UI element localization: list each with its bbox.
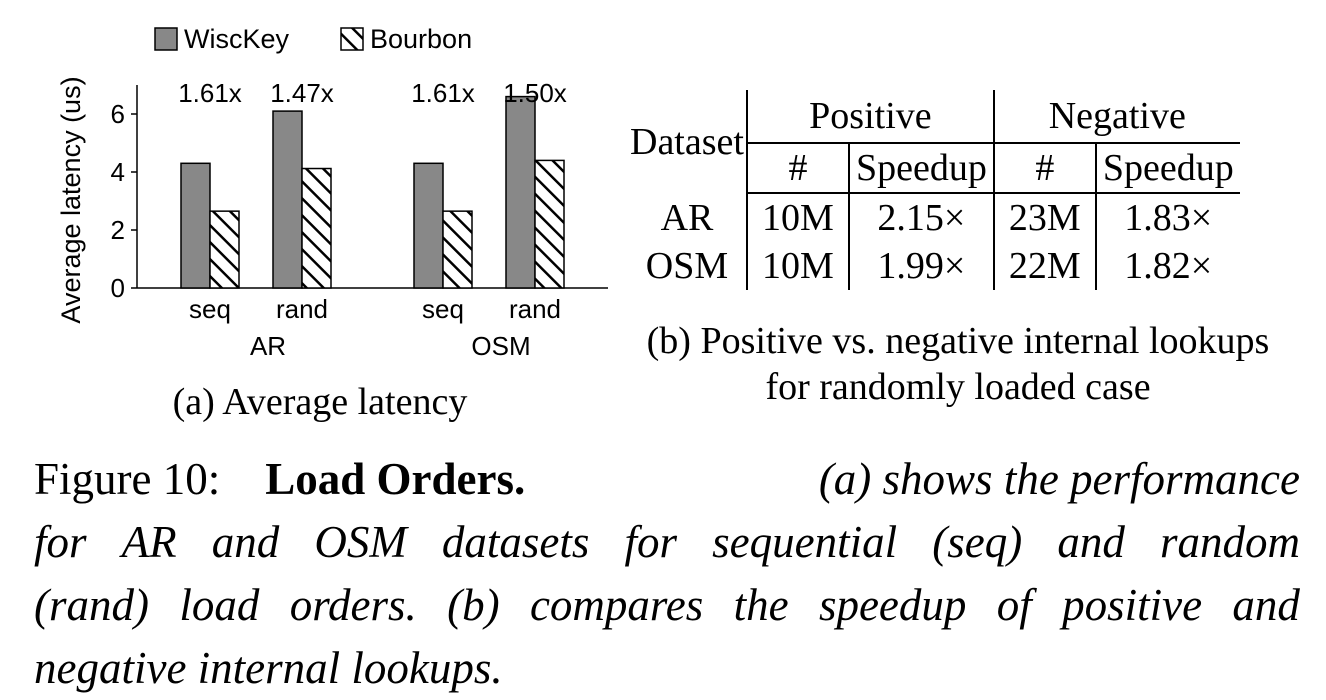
bar-bourbon <box>442 210 473 289</box>
bar-bourbon <box>209 210 240 289</box>
y-tick-label: 0 <box>111 273 125 303</box>
table-cell-pos-count: 10M <box>746 242 850 290</box>
subfigure-b-caption-line1: (b) Positive vs. negative internal looku… <box>646 320 1270 362</box>
chart-legend: WiscKey Bourbon <box>154 24 472 54</box>
y-tick-label: 4 <box>111 157 125 187</box>
table-subheader-neg-speedup: Speedup <box>1095 143 1240 194</box>
figure-caption-line1-rest: (a) shows the performance <box>818 454 1300 504</box>
caption-word: OSM <box>314 517 407 567</box>
bar-wisckey <box>272 110 303 289</box>
subfigure-a-caption: (a) Average latency <box>172 381 468 423</box>
legend-swatch-bourbon <box>340 27 364 51</box>
speedup-annotation: 1.61x <box>178 78 242 108</box>
caption-word: load <box>179 580 260 630</box>
table-cell-neg-speedup: 1.82× <box>1124 245 1213 287</box>
caption-word: positive <box>1062 580 1203 630</box>
table-cell-dataset: OSM <box>628 242 748 290</box>
table-cell-dataset: AR <box>628 193 748 242</box>
x-group-label: OSM <box>471 331 530 361</box>
table-subheader-pos-count: # <box>746 143 850 194</box>
table-header-row: Dataset Positive Negative <box>628 90 1240 193</box>
speedup-annotation: 1.47x <box>270 78 334 108</box>
speedup-annotation: 1.61x <box>411 78 475 108</box>
caption-word: AR <box>121 517 177 567</box>
figure-caption: Figure 10: Load Orders. (a) shows the pe… <box>34 448 1300 700</box>
x-group-label: AR <box>250 331 286 361</box>
figure-caption-line1: Figure 10: Load Orders. (a) shows the pe… <box>34 448 1300 511</box>
caption-word: datasets <box>441 517 590 567</box>
x-tick-label: seq <box>422 294 464 324</box>
caption-word: (rand) <box>34 580 149 630</box>
table-header-positive: Positive <box>746 90 995 144</box>
x-tick-label: seq <box>189 294 231 324</box>
caption-word: for <box>34 517 87 567</box>
caption-word: and <box>211 517 280 567</box>
y-tick-label: 2 <box>111 215 125 245</box>
chart-labels: 0 2 4 6 seq rand seq rand AR OSM 1.61x 1.47x 1.61x 1.… <box>111 78 567 361</box>
caption-word: compares <box>529 580 704 630</box>
table-header-dataset: Dataset <box>628 90 748 193</box>
caption-word: the <box>733 580 789 630</box>
table-cell-neg-count: 23M <box>993 193 1097 242</box>
figure-caption-line4: negative internal lookups. <box>34 643 503 693</box>
table-cell-pos-count: 10M <box>746 193 850 242</box>
bar-wisckey <box>180 162 211 289</box>
latency-bar-chart: WiscKey Bourbon 0 2 4 6 seq rand seq rand AR OSM 1… <box>56 24 608 361</box>
table-cell-neg-speedup: 1.83× <box>1124 197 1213 239</box>
subfigure-b-caption-line2: for randomly loaded case <box>765 366 1151 408</box>
table-subheader-row: # Speedup # Speedup <box>628 143 1240 194</box>
legend-label-wisckey: WiscKey <box>184 24 290 54</box>
bar-bourbon <box>534 159 565 289</box>
table-cell-pos-speedup: 2.15× <box>848 193 995 242</box>
speedup-annotation: 1.50x <box>503 78 567 108</box>
figure-caption-head: Figure 10: Load Orders. <box>34 448 525 511</box>
table-cell-pos-speedup: 1.99× <box>848 242 995 290</box>
legend-swatch-wisckey <box>154 27 178 51</box>
speedup-table: Dataset Positive Negative # Speedup # Sp… <box>628 90 1240 290</box>
table-row: OSM 10M 1.99× 22M 1.82× <box>628 242 1240 290</box>
caption-word: sequential <box>712 517 898 567</box>
y-tick-label: 6 <box>111 99 125 129</box>
bar-wisckey <box>505 95 536 289</box>
chart-bars <box>180 95 565 289</box>
x-tick-label: rand <box>276 294 328 324</box>
caption-word: and <box>1232 580 1300 630</box>
table-row: AR 10M 2.15× 23M 1.83× <box>628 193 1240 242</box>
table-subheader-pos-speedup: Speedup <box>848 143 995 194</box>
figure-caption-title: Load Orders. <box>265 454 526 504</box>
caption-word: for <box>624 517 678 567</box>
figure-caption-label: Figure 10: <box>34 454 221 504</box>
caption-word: (b) <box>447 580 500 630</box>
figure-caption-line2: for AR and OSM datasets for sequential (seq) and… <box>34 511 1300 574</box>
bar-wisckey <box>413 162 444 289</box>
legend-label-bourbon: Bourbon <box>370 24 472 54</box>
caption-word: (seq) <box>932 517 1023 567</box>
y-axis-label: Average latency (us) <box>56 76 86 323</box>
caption-word: and <box>1057 517 1125 567</box>
x-tick-label: rand <box>509 294 561 324</box>
caption-word: of <box>996 580 1032 630</box>
subfigure-b-caption: (b) Positive vs. negative internal looku… <box>608 318 1308 410</box>
table-header-negative: Negative <box>993 90 1240 144</box>
caption-word: speedup <box>818 580 967 630</box>
table-cell-neg-count: 22M <box>993 242 1097 290</box>
caption-word: orders. <box>289 580 417 630</box>
bar-bourbon <box>301 167 332 289</box>
table-subheader-neg-count: # <box>993 143 1097 194</box>
figure-caption-line3: (rand) load orders. (b) compares the speedup of… <box>34 574 1300 637</box>
caption-word: random <box>1159 517 1300 567</box>
